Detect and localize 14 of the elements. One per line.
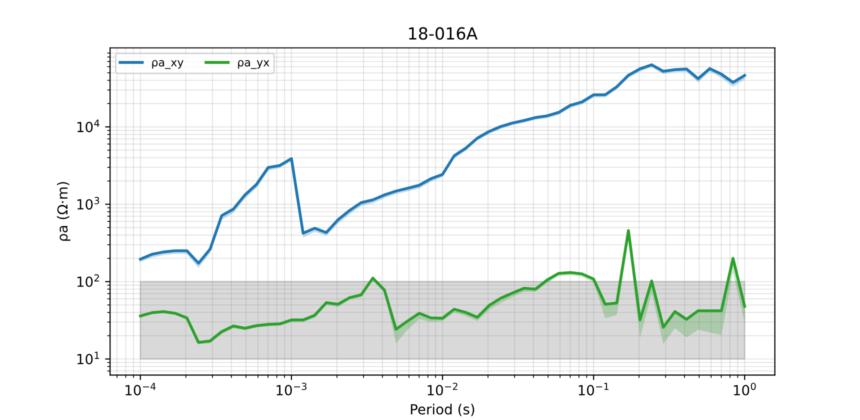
y-axis-title: ρa (Ω·m) — [56, 182, 70, 241]
y-tick-label: 10$^{1}$ — [77, 352, 100, 364]
chart-title: 18-016A — [409, 27, 478, 40]
y-tick-label: 10$^{3}$ — [77, 196, 100, 210]
y-tick-label: 10$^{4}$ — [77, 120, 100, 132]
y-tick-label: 10$^{2}$ — [77, 274, 99, 287]
x-tick-label: 10$^{−4}$ — [126, 382, 156, 396]
x-tick-label: 10$^{−1}$ — [578, 382, 608, 396]
x-tick-label: 10$^{−3}$ — [276, 382, 306, 396]
legend-label: ρa_yx — [238, 60, 270, 69]
x-tick-label: 10$^{−2}$ — [428, 382, 458, 396]
legend-label: ρa_xy — [152, 60, 184, 69]
x-tick-label: 10$^{0}$ — [734, 382, 756, 396]
x-axis-title: Period (s) — [410, 404, 474, 416]
